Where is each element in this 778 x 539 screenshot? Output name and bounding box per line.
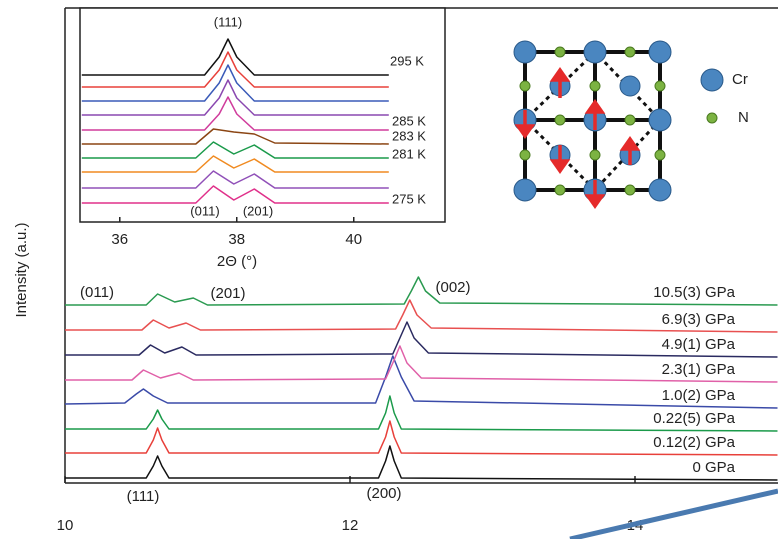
trace: [65, 299, 778, 333]
peak-label: (002): [435, 279, 470, 296]
inset-peak-label: (011): [190, 203, 219, 218]
trace: [65, 276, 778, 306]
x-tick-label: 38: [228, 231, 245, 248]
temperature-label: 275 K: [392, 191, 426, 206]
trace: [81, 79, 389, 116]
trace: [81, 64, 389, 102]
trace: [65, 321, 778, 358]
series-label: 6.9(3) GPa: [662, 311, 736, 328]
temperature-label: 295 K: [390, 53, 424, 68]
x-tick-label: 36: [111, 231, 128, 248]
peak-label: (111): [127, 488, 160, 505]
inset-peak-label: (111): [214, 14, 242, 29]
trace: [65, 395, 778, 432]
temperature-label: 283 K: [392, 128, 426, 143]
peak-label: (011): [80, 284, 114, 301]
series-label: 2.3(1) GPa: [662, 361, 736, 378]
peak-label: (200): [366, 485, 401, 502]
temperature-label: 281 K: [392, 146, 426, 161]
series-label: 10.5(3) GPa: [653, 284, 735, 301]
y-axis-label: Intensity (a.u.): [13, 222, 30, 317]
x-tick-label: 40: [345, 231, 362, 248]
series-label: 0.22(5) GPa: [653, 410, 735, 427]
inset-x-label: 2Θ (°): [217, 253, 257, 270]
trace: [64, 355, 778, 409]
crystal-structure: [513, 40, 724, 210]
inset-peak-label: (201): [243, 203, 273, 218]
legend-label: N: [738, 109, 749, 126]
decoration-line: [569, 488, 778, 539]
series-label: 4.9(1) GPa: [662, 336, 736, 353]
legend-label: Cr: [732, 71, 748, 88]
trace: [81, 155, 389, 173]
trace: [65, 420, 778, 456]
series-label: 0.12(2) GPa: [653, 434, 735, 451]
trace: [65, 345, 778, 383]
trace: [81, 51, 389, 88]
temperature-label: 285 K: [392, 113, 426, 128]
series-label: 0 GPa: [692, 459, 735, 476]
trace: [81, 128, 389, 145]
x-tick-label: 10: [57, 517, 74, 534]
trace: [81, 185, 389, 204]
peak-label: (201): [210, 285, 245, 302]
trace: [81, 141, 389, 159]
trace: [81, 96, 389, 131]
trace: [81, 170, 389, 189]
trace: [81, 38, 389, 76]
trace: [65, 445, 778, 481]
series-label: 1.0(2) GPa: [662, 387, 736, 404]
x-tick-label: 12: [342, 517, 359, 534]
